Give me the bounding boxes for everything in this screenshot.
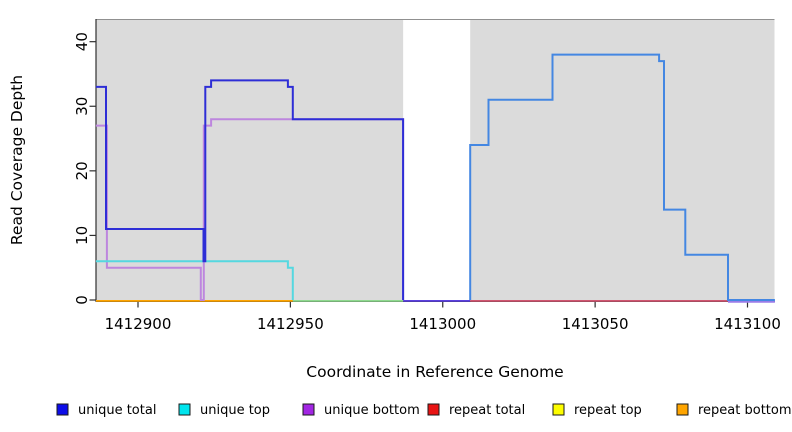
series-line-unique-total: [95, 79, 405, 300]
legend-label: unique total: [78, 403, 156, 418]
y-axis-title: Read Coverage Depth: [8, 75, 26, 245]
legend-item-unique-total: unique total: [56, 403, 156, 418]
series-layer: [95, 53, 775, 303]
y-tick-label: 20: [73, 161, 91, 180]
legend-swatch: [56, 403, 69, 416]
x-axis-title: Coordinate in Reference Genome: [306, 363, 563, 381]
legend-item-repeat-bottom: repeat bottom: [676, 403, 792, 418]
y-tick-label: 0: [73, 295, 91, 305]
series-line-unique-total: [469, 53, 775, 301]
y-tick-label: 10: [73, 226, 91, 245]
legend-item-repeat-total: repeat total: [427, 403, 525, 418]
legend-swatch: [302, 403, 315, 416]
x-tick-label: 1412900: [105, 315, 172, 333]
legend-label: repeat bottom: [698, 403, 792, 418]
legend-label: repeat total: [449, 403, 525, 418]
x-tick-label: 1413050: [562, 315, 629, 333]
legend-swatch: [552, 403, 565, 416]
legend-label: repeat top: [574, 403, 642, 418]
legend-swatch: [427, 403, 440, 416]
legend-item-repeat-top: repeat top: [552, 403, 642, 418]
masked-region-band: [403, 20, 471, 302]
legend-label: unique top: [200, 403, 270, 418]
legend-item-unique-bottom: unique bottom: [302, 403, 420, 418]
axes-layer: 1412900 1412950 1413000 1413050 1413100 0 10 20…: [73, 19, 781, 333]
legend-swatch: [178, 403, 191, 416]
legend-label: unique bottom: [324, 403, 420, 418]
panel-layer: [95, 19, 775, 302]
x-tick-label: 1412950: [257, 315, 324, 333]
x-tick-label: 1413000: [409, 315, 476, 333]
legend: unique total unique top unique bottom repea…: [56, 403, 792, 418]
legend-swatch: [676, 403, 689, 416]
y-tick-label: 30: [73, 97, 91, 116]
y-tick-label: 40: [73, 32, 91, 51]
x-tick-label: 1413100: [714, 315, 781, 333]
series-line-unique-top: [95, 260, 294, 300]
legend-item-unique-top: unique top: [178, 403, 270, 418]
